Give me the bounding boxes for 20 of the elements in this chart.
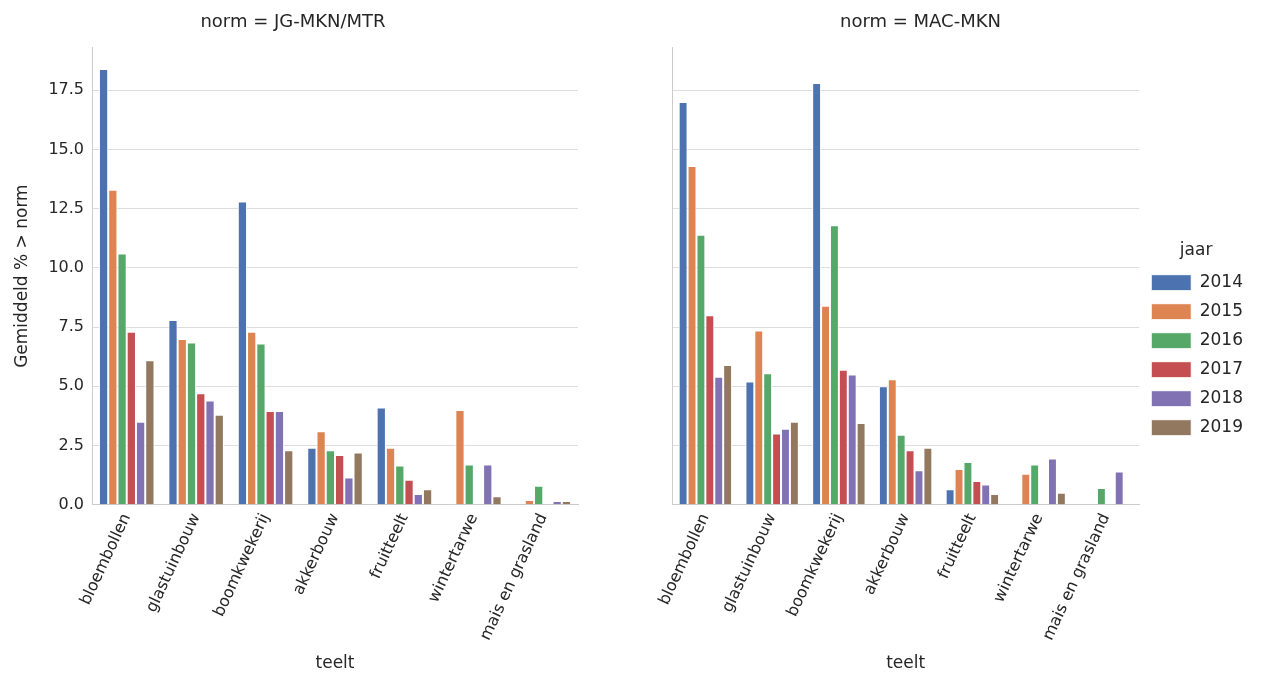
chart-title: norm = JG-MKN/MTR — [200, 10, 386, 32]
y-axis-title: Gemiddeld % > norm — [10, 184, 31, 368]
legend-label: 2019 — [1199, 416, 1243, 437]
y-tick-label: 10.0 — [48, 256, 84, 276]
y-tick-label: 7.5 — [58, 316, 84, 336]
x-axis-title: teelt — [886, 652, 926, 673]
legend-label: 2018 — [1199, 387, 1243, 408]
y-tick-label: 17.5 — [48, 79, 84, 99]
x-axis-title: teelt — [315, 652, 355, 673]
y-tick-label: 5.0 — [58, 375, 84, 395]
legend-title: jaar — [1178, 238, 1213, 259]
legend-label: 2015 — [1199, 300, 1243, 321]
chart-title: norm = MAC-MKN — [840, 10, 1001, 32]
legend-label: 2014 — [1199, 271, 1243, 292]
y-tick-label: 0.0 — [58, 493, 84, 513]
y-tick-label: 2.5 — [58, 434, 84, 454]
y-tick-label: 15.0 — [48, 138, 84, 158]
legend-label: 2016 — [1199, 329, 1243, 350]
y-tick-label: 12.5 — [48, 197, 84, 217]
legend-label: 2017 — [1199, 358, 1243, 379]
